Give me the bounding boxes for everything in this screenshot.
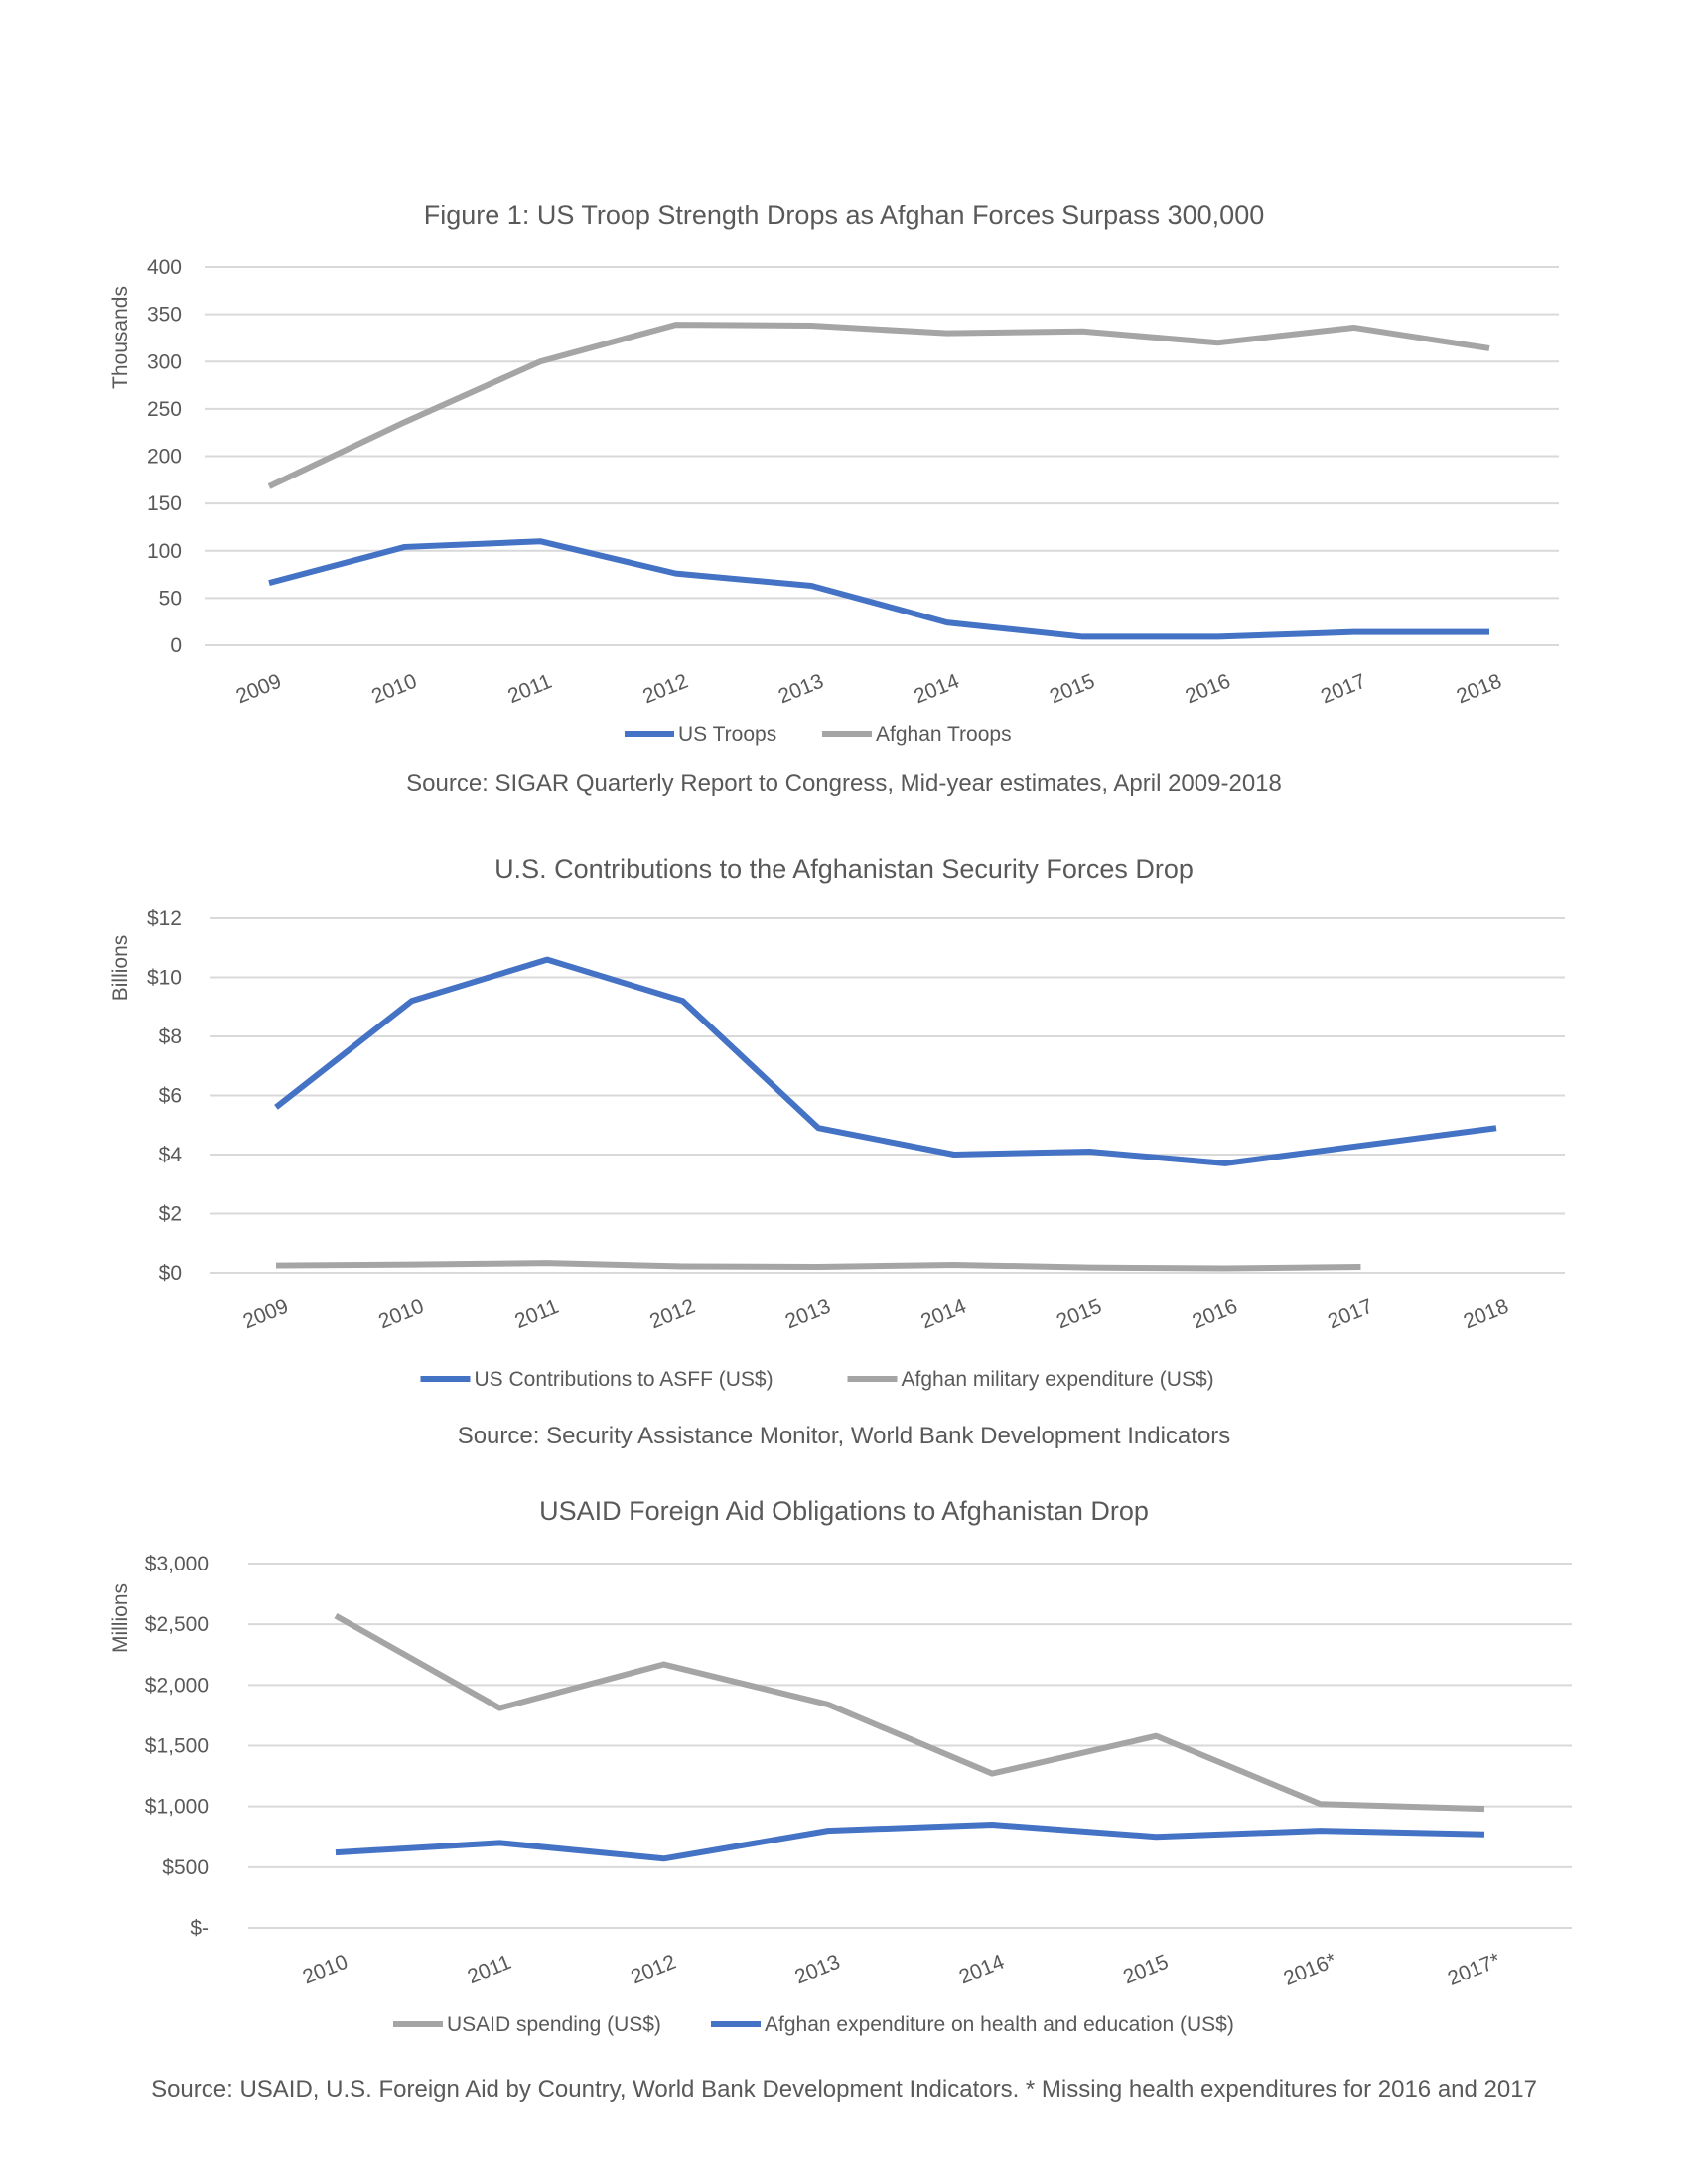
chart-3: USAID Foreign Aid Obligations to Afghani… [109,1496,1572,2103]
y-tick-label: 400 [147,256,182,279]
source-note: Source: SIGAR Quarterly Report to Congre… [406,770,1282,797]
legend: USAID spending (US$) Afghan expenditure o… [393,2013,1234,2036]
y-tick-label: $0 [159,1262,182,1285]
y-axis-label: Billions [109,935,132,1002]
x-tick-label: 2015 [1054,1296,1105,1334]
series-line-2 [267,322,1490,489]
y-tick-label: 250 [147,398,182,421]
chart-title: USAID Foreign Aid Obligations to Afghani… [539,1496,1149,1526]
x-tick-label: 2009 [240,1296,292,1334]
x-tick-label: 2014 [956,1950,1008,1988]
y-tick-label: $12 [147,907,182,930]
y-tick-label: $4 [159,1144,183,1166]
y-tick-label: $2 [159,1203,182,1226]
chart-1: Figure 1: US Troop Strength Drops as Afg… [109,201,1559,797]
series-line-2 [335,1822,1485,1862]
y-tick-label: 100 [147,540,182,563]
y-tick-label: $8 [159,1025,182,1048]
chart-2: U.S. Contributions to the Afghanistan Se… [109,854,1565,1449]
y-axis-label: Millions [109,1583,132,1653]
legend-label: USAID spending (US$) [447,2013,661,2036]
y-tick-label: $2,500 [145,1613,209,1636]
x-tick-label: 2009 [233,670,285,709]
x-tick-label: 2011 [511,1296,561,1333]
x-tick-label: 2010 [375,1296,427,1334]
series-line-2 [275,1260,1361,1272]
x-tick-label: 2017* [1445,1949,1504,1990]
series-line-1 [334,1612,1485,1813]
y-tick-label: 150 [147,492,182,515]
x-tick-label: 2012 [628,1951,679,1989]
chart-title: U.S. Contributions to the Afghanistan Se… [494,854,1194,884]
x-tick-label: 2017 [1325,1296,1376,1334]
legend-label: Afghan Troops [876,723,1012,746]
y-tick-label: $1,500 [145,1735,209,1758]
x-tick-label: 2011 [504,670,554,708]
legend-label: US Contributions to ASFF (US$) [475,1368,774,1391]
x-tick-label: 2013 [775,670,827,709]
y-tick-label: 350 [147,304,182,327]
y-tick-label: $3,000 [145,1553,209,1575]
y-tick-label: $6 [159,1085,182,1108]
x-tick-label: 2018 [1454,670,1505,709]
legend-label: US Troops [678,723,776,746]
x-tick-label: 2015 [1120,1951,1172,1989]
y-tick-label: $500 [162,1856,209,1879]
x-tick-label: 2014 [917,1295,969,1333]
y-tick-label: $10 [147,967,182,990]
x-tick-label: 2014 [911,669,962,708]
x-tick-label: 2016* [1281,1949,1340,1990]
x-tick-label: 2010 [368,670,420,709]
y-tick-label: $1,000 [145,1796,209,1819]
chart-title: Figure 1: US Troop Strength Drops as Afg… [424,201,1264,230]
source-note: Source: Security Assistance Monitor, Wor… [458,1423,1231,1449]
y-tick-label: $- [190,1917,209,1940]
x-tick-label: 2015 [1047,670,1098,709]
y-tick-label: $2,000 [145,1674,209,1697]
x-tick-label: 2016 [1182,670,1233,709]
x-tick-label: 2010 [300,1951,352,1989]
y-tick-label: 0 [170,634,182,657]
legend: US Contributions to ASFF (US$) Afghan mil… [420,1368,1214,1391]
legend-label: Afghan military expenditure (US$) [902,1368,1214,1391]
x-tick-label: 2011 [465,1951,514,1988]
y-tick-label: 50 [159,587,182,610]
x-tick-label: 2013 [782,1296,834,1334]
x-tick-label: 2018 [1461,1296,1512,1334]
x-tick-label: 2017 [1318,670,1369,709]
legend-label: Afghan expenditure on health and educati… [765,2013,1234,2036]
y-axis-label: Thousands [109,286,132,389]
x-tick-label: 2016 [1189,1296,1240,1334]
x-tick-label: 2012 [639,670,691,709]
series-line-1 [268,538,1489,640]
series-line-1 [274,956,1497,1166]
y-tick-label: 300 [147,350,182,373]
x-tick-label: 2013 [791,1951,843,1989]
x-tick-label: 2012 [646,1296,698,1334]
source-note: Source: USAID, U.S. Foreign Aid by Count… [151,2076,1537,2103]
legend: US Troops Afghan Troops [625,723,1012,746]
y-tick-label: 200 [147,446,182,469]
